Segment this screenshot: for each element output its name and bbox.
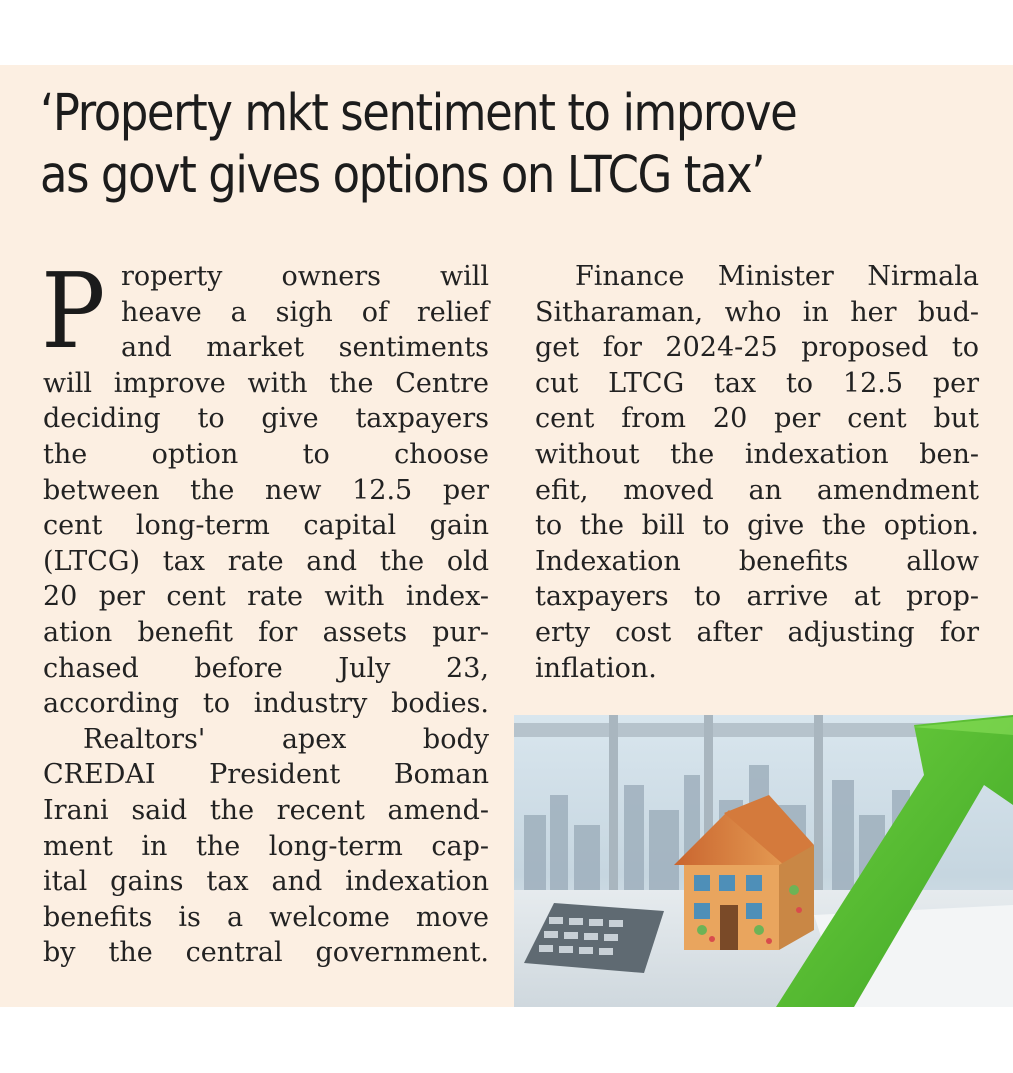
headline-line-1: ‘Property mkt sentiment to improve bbox=[40, 84, 798, 143]
text-line: cut LTCG tax to 12.5 per bbox=[535, 367, 979, 399]
text-line: without the indexation ben- bbox=[535, 438, 979, 470]
text-line: by the central government. bbox=[43, 937, 489, 969]
text-line: and market sentiments bbox=[121, 332, 489, 364]
text-line: Indexation benefits allow bbox=[535, 545, 979, 577]
window-mullion bbox=[814, 715, 823, 895]
text-line: inflation. bbox=[535, 652, 657, 684]
newspaper-clipping: ‘Property mkt sentiment to improve as go… bbox=[0, 65, 1013, 1007]
text-line: between the new 12.5 per bbox=[43, 474, 489, 506]
text-line: chased before July 23, bbox=[43, 652, 489, 684]
text-line: roperty owners will bbox=[121, 261, 489, 292]
text-line: will improve with the Centre bbox=[43, 367, 489, 399]
text-line: Irani said the recent amend- bbox=[43, 794, 489, 826]
text-line: taxpayers to arrive at prop- bbox=[535, 581, 979, 613]
text-line: efit, moved an amendment bbox=[535, 474, 979, 506]
text-line: Realtors' apex body bbox=[83, 723, 489, 755]
text-line: ital gains tax and indexation bbox=[43, 866, 489, 898]
text-line: ation benefit for assets pur- bbox=[43, 616, 489, 648]
article-column-left: roperty owners will heave a sigh of reli… bbox=[43, 259, 489, 971]
window-mullion bbox=[704, 715, 713, 895]
text-line: (LTCG) tax rate and the old bbox=[43, 545, 489, 577]
text-line: ment in the long-term cap- bbox=[43, 830, 489, 862]
headline-line-2: as govt gives options on LTCG tax’ bbox=[40, 146, 765, 205]
text-line: the option to choose bbox=[43, 438, 489, 470]
text-line: erty cost after adjusting for bbox=[535, 616, 979, 648]
text-line: cent from 20 per cent but bbox=[535, 403, 979, 435]
text-line: CREDAI President Boman bbox=[43, 759, 489, 791]
drop-cap: P bbox=[41, 250, 106, 372]
house-model bbox=[674, 795, 814, 950]
article-column-right: Finance Minister Nirmala Sitharaman, who… bbox=[535, 259, 979, 686]
growth-arrow-icon bbox=[776, 715, 1013, 1007]
headline: ‘Property mkt sentiment to improve as go… bbox=[40, 83, 876, 207]
text-line: benefits is a welcome move bbox=[43, 901, 489, 933]
text-line: to the bill to give the option. bbox=[535, 510, 979, 542]
text-line: cent long-term capital gain bbox=[43, 510, 489, 542]
text-line: Sitharaman, who in her bud- bbox=[535, 296, 979, 328]
text-line: Finance Minister Nirmala bbox=[575, 261, 979, 292]
text-line: deciding to give taxpayers bbox=[43, 403, 489, 435]
text-line: heave a sigh of relief bbox=[121, 296, 489, 328]
article-photo bbox=[514, 715, 1013, 1007]
text-line: 20 per cent rate with index- bbox=[43, 581, 489, 613]
window-frame-top bbox=[514, 723, 1013, 737]
window-mullion bbox=[609, 715, 618, 895]
text-line: get for 2024-25 proposed to bbox=[535, 332, 979, 364]
text-line: according to industry bodies. bbox=[43, 688, 489, 720]
calculator bbox=[524, 903, 664, 973]
